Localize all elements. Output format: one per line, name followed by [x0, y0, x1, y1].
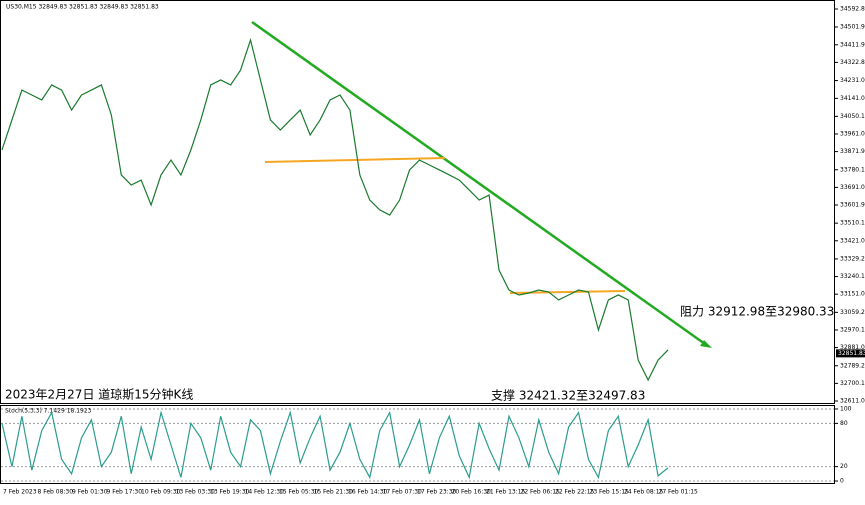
x-tick-label: 27 Feb 01:15	[659, 489, 699, 496]
x-tick-label: 9 Feb 17:30	[107, 489, 143, 496]
trend-line	[251, 20, 706, 346]
arrow-head	[700, 340, 712, 348]
price-line	[1, 410, 669, 480]
y-tick-label: 34501.90	[840, 23, 865, 30]
y-tick-label: 33871.90	[840, 148, 865, 155]
x-tick-label: 8 Feb 08:30	[38, 489, 74, 496]
header: US30,M15 32849.83 32851.83 32849.83 3285…	[6, 4, 159, 11]
x-tick-label: 21 Feb 13:15	[486, 489, 526, 496]
x-tick-label: 23 Feb 15:15	[590, 489, 630, 496]
y-tick-label: 34141.00	[840, 95, 865, 102]
price-line	[1, 37, 669, 382]
y-tick-label: 20	[840, 463, 848, 470]
y-tick-label: 34322.80	[840, 59, 865, 66]
x-tick-label: 22 Feb 22:15	[555, 489, 595, 496]
x-tick-label: 13 Feb 19:30	[210, 489, 250, 496]
y-tick-label: 33329.20	[840, 255, 865, 262]
chart-title: 2023年2月27日 道琼斯15分钟K线	[5, 387, 193, 402]
x-tick-label: 20 Feb 16:30	[452, 489, 492, 496]
x-tick-label: 13 Feb 03:30	[176, 489, 216, 496]
x-tick-label: 10 Feb 09:30	[141, 489, 181, 496]
x-tick-label: 22 Feb 06:15	[521, 489, 561, 496]
x-tick-label: 24 Feb 08:15	[624, 489, 664, 496]
y-tick-label: 34050.10	[840, 113, 865, 120]
y-tick-label: 33601.90	[840, 202, 865, 209]
main-panel	[0, 0, 835, 404]
y-tick-label: 80	[840, 420, 848, 427]
y-tick-label: 32700.10	[840, 380, 865, 387]
stoch-title: Stoch(5,3,3) 7.1429 18.1923	[5, 408, 92, 415]
y-tick-label: 34411.90	[840, 41, 865, 48]
y-tick-label: 100	[840, 406, 852, 413]
price-tag-label: 32851.83	[838, 350, 865, 357]
stoch-panel	[0, 405, 835, 484]
y-tick-label: 32789.20	[840, 362, 865, 369]
y-tick-label: 34592.80	[840, 6, 865, 13]
y-tick-label: 33421.00	[840, 237, 865, 244]
x-tick-label: 14 Feb 12:30	[245, 489, 285, 496]
y-tick-label: 32970.10	[840, 326, 865, 333]
y-tick-label: 33691.00	[840, 184, 865, 191]
x-tick-label: 16 Feb 14:30	[348, 489, 388, 496]
y-tick-label: 32611.00	[840, 398, 865, 405]
x-tick-label: 17 Feb 23:30	[417, 489, 457, 496]
y-tick-label: 33510.10	[840, 220, 865, 227]
y-tick-label: 33961.00	[840, 130, 865, 137]
y-tick-label: 32881.00	[840, 344, 865, 351]
y-tick-label: 33059.20	[840, 309, 865, 316]
y-tick-label: 33780.10	[840, 166, 865, 173]
x-tick-label: 15 Feb 21:30	[314, 489, 354, 496]
x-tick-label: 7 Feb 2023	[3, 489, 37, 496]
y-tick-label: 33240.10	[840, 273, 865, 280]
x-tick-label: 17 Feb 07:30	[383, 489, 423, 496]
y-tick-label: 33151.00	[840, 291, 865, 298]
x-tick-label: 9 Feb 01:30	[72, 489, 108, 496]
y-tick-label: 34231.00	[840, 77, 865, 84]
y-tick-label: 0	[840, 478, 844, 485]
price-tag	[836, 349, 865, 358]
level-line	[264, 157, 446, 163]
annotation: 阻力 32912.98至32980.33	[680, 305, 834, 319]
level-line	[509, 290, 626, 294]
annotation: 支撑 32421.32至32497.83	[491, 388, 645, 403]
x-tick-label: 15 Feb 05:30	[279, 489, 319, 496]
